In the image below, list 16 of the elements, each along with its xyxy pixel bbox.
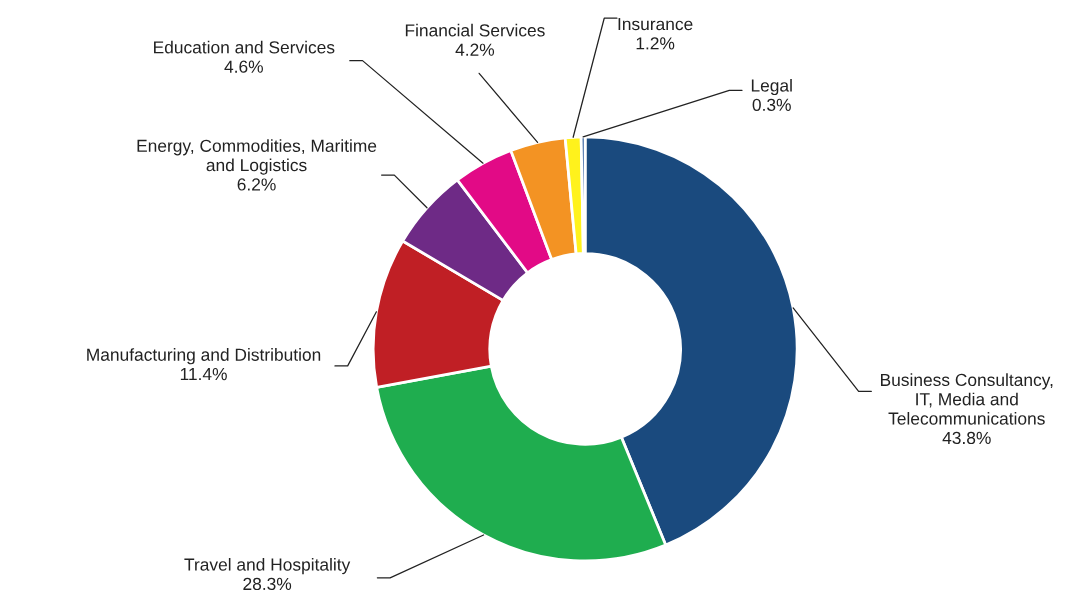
slice-label: Legal: [751, 78, 792, 96]
data-label: 1.2%: [636, 37, 675, 50]
slice-label: Education and Services: [154, 40, 335, 54]
slice-label: Financial Services: [405, 23, 545, 37]
data-label: 4.6%: [224, 60, 263, 73]
data-label: 43.8%: [942, 431, 991, 445]
data-label: 6.2%: [237, 178, 276, 191]
slice-label: Energy, Commodities, Maritime and Logistics: [137, 139, 377, 175]
data-label: 0.3%: [752, 98, 791, 111]
slice-label: Business Consultancy, IT, Media and Telecommunications: [881, 373, 1053, 425]
slice-label: Travel and Hospitality: [184, 557, 351, 575]
data-label: 11.4%: [180, 367, 227, 381]
slice-label: Insurance: [618, 18, 693, 31]
slice-label: Manufacturing and Distribution: [87, 348, 321, 365]
data-label: 4.2%: [455, 43, 495, 56]
data-label: 28.3%: [243, 577, 292, 591]
